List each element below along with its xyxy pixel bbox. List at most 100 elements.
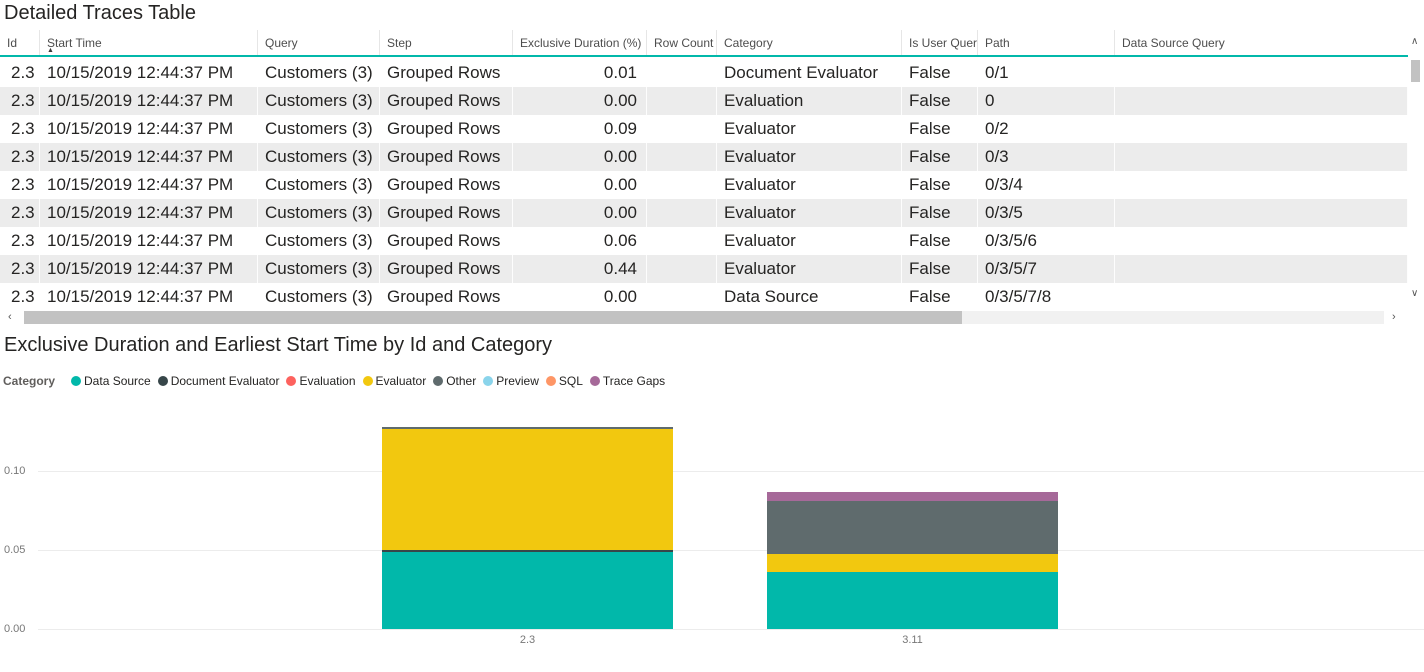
cell-id: 2.3 [0, 87, 40, 115]
column-header-data-source-query[interactable]: Data Source Query [1122, 36, 1225, 50]
cell-data-source-query [1115, 171, 1408, 199]
cell-data-source-query [1115, 115, 1408, 143]
cell-step: Grouped Rows [380, 171, 513, 199]
scroll-down-icon[interactable]: ∨ [1411, 288, 1419, 299]
cell-row-count [647, 283, 717, 311]
cell-row-count [647, 143, 717, 171]
cell-step: Grouped Rows [380, 87, 513, 115]
cell-exclusive-duration-: 0.06 [513, 227, 647, 255]
cell-start-time: 10/15/2019 12:44:37 PM [40, 255, 258, 283]
cell-query: Customers (3) [258, 115, 380, 143]
bar-segment-document-evaluator[interactable] [382, 549, 673, 552]
legend-item-data-source[interactable]: Data Source [71, 374, 151, 388]
column-header-exclusive-duration-[interactable]: Exclusive Duration (%) [513, 30, 647, 55]
cell-step: Grouped Rows [380, 143, 513, 171]
table-row[interactable]: 2.3 10/15/2019 12:44:37 PM Customers (3) Gr… [0, 227, 1408, 255]
cell-data-source-query [1115, 199, 1408, 227]
legend-item-label: Evaluation [299, 374, 356, 388]
legend-item-preview[interactable]: Preview [483, 374, 539, 388]
cell-start-time: 10/15/2019 12:44:37 PM [40, 87, 258, 115]
table-row[interactable]: 2.3 10/15/2019 12:44:37 PM Customers (3) Gr… [0, 143, 1408, 171]
cell-query: Customers (3) [258, 59, 380, 87]
column-header-category[interactable]: Category [717, 30, 902, 55]
legend-item-sql[interactable]: SQL [545, 374, 583, 388]
cell-step: Grouped Rows [380, 199, 513, 227]
horizontal-scroll-thumb[interactable] [24, 311, 962, 324]
cell-category: Evaluator [717, 115, 902, 143]
cell-start-time: 10/15/2019 12:44:37 PM [40, 115, 258, 143]
y-axis-tick-label: 0.05 [4, 544, 26, 556]
column-header-is-user-query[interactable]: Is User Query [902, 30, 978, 55]
column-header-query[interactable]: Query [258, 30, 380, 55]
cell-query: Customers (3) [258, 227, 380, 255]
cell-row-count [647, 199, 717, 227]
cell-is-user-query: False [902, 199, 978, 227]
scroll-left-icon[interactable]: ‹ [8, 311, 12, 323]
gridline [38, 550, 1424, 551]
table-row[interactable]: 2.3 10/15/2019 12:44:37 PM Customers (3) Gr… [0, 199, 1408, 227]
table-row[interactable]: 2.3 10/15/2019 12:44:37 PM Customers (3) Gr… [0, 115, 1408, 143]
column-header-id[interactable]: Id [0, 30, 40, 55]
bar-segment-other[interactable] [767, 501, 1058, 554]
cell-query: Customers (3) [258, 171, 380, 199]
cell-exclusive-duration-: 0.00 [513, 283, 647, 311]
bar-segment-other[interactable] [382, 426, 673, 429]
cell-id: 2.3 [0, 227, 40, 255]
bar-segment-trace-gaps[interactable] [767, 492, 1058, 501]
cell-is-user-query: False [902, 59, 978, 87]
column-header-start-time[interactable]: Start Time ▲ [40, 30, 258, 55]
scroll-right-icon[interactable]: › [1392, 311, 1396, 323]
table-row[interactable]: 2.3 10/15/2019 12:44:37 PM Customers (3) Gr… [0, 255, 1408, 283]
cell-category: Evaluator [717, 171, 902, 199]
cell-data-source-query [1115, 255, 1408, 283]
bar-segment-data-source[interactable] [382, 551, 673, 629]
table-row[interactable]: 2.3 10/15/2019 12:44:37 PM Customers (3) Gr… [0, 59, 1408, 87]
cell-row-count [647, 115, 717, 143]
cell-is-user-query: False [902, 171, 978, 199]
legend-color-dot [362, 376, 373, 386]
cell-exclusive-duration-: 0.09 [513, 115, 647, 143]
legend-color-dot [157, 376, 168, 386]
cell-exclusive-duration-: 0.00 [513, 143, 647, 171]
legend-item-trace-gaps[interactable]: Trace Gaps [589, 374, 665, 388]
horizontal-scroll-track[interactable] [24, 311, 1384, 324]
table-row[interactable]: 2.3 10/15/2019 12:44:37 PM Customers (3) Gr… [0, 283, 1408, 311]
cell-data-source-query [1115, 283, 1408, 311]
legend-item-document-evaluator[interactable]: Document Evaluator [157, 374, 279, 388]
legend-item-label: Evaluator [375, 374, 427, 388]
column-header-row-count[interactable]: Row Count [647, 30, 717, 55]
vertical-scrollbar[interactable]: ∧ ∨ [1408, 30, 1424, 311]
legend-color-dot [71, 376, 82, 386]
cell-path: 0/3/5 [978, 199, 1115, 227]
cell-data-source-query [1115, 87, 1408, 115]
x-axis-category-label: 3.11 [902, 634, 923, 646]
cell-category: Data Source [717, 283, 902, 311]
column-header-path[interactable]: Path [978, 30, 1115, 55]
cell-start-time: 10/15/2019 12:44:37 PM [40, 283, 258, 311]
bar-segment-data-source[interactable] [767, 572, 1058, 629]
cell-id: 2.3 [0, 171, 40, 199]
cell-id: 2.3 [0, 283, 40, 311]
cell-start-time: 10/15/2019 12:44:37 PM [40, 199, 258, 227]
legend-item-evaluation[interactable]: Evaluation [286, 374, 356, 388]
vertical-scroll-thumb[interactable] [1411, 60, 1420, 82]
bar-segment-evaluator[interactable] [767, 553, 1058, 573]
y-axis-tick-label: 0.00 [4, 623, 26, 635]
horizontal-scrollbar[interactable]: ‹ › [0, 311, 1408, 324]
cell-category: Evaluator [717, 199, 902, 227]
cell-exclusive-duration-: 0.00 [513, 199, 647, 227]
chart-title: Exclusive Duration and Earliest Start Ti… [4, 334, 553, 356]
scroll-up-icon[interactable]: ∧ [1411, 36, 1419, 47]
cell-query: Customers (3) [258, 283, 380, 311]
bar-segment-evaluator[interactable] [382, 428, 673, 550]
sort-ascending-icon: ▲ [47, 47, 54, 54]
legend-item-other[interactable]: Other [433, 374, 476, 388]
legend-color-dot [545, 376, 556, 386]
table-row[interactable]: 2.3 10/15/2019 12:44:37 PM Customers (3) Gr… [0, 87, 1408, 115]
cell-exclusive-duration-: 0.01 [513, 59, 647, 87]
table-row[interactable]: 2.3 10/15/2019 12:44:37 PM Customers (3) Gr… [0, 171, 1408, 199]
column-header-step[interactable]: Step [380, 30, 513, 55]
cell-is-user-query: False [902, 283, 978, 311]
legend-item-evaluator[interactable]: Evaluator [362, 374, 427, 388]
cell-start-time: 10/15/2019 12:44:37 PM [40, 171, 258, 199]
